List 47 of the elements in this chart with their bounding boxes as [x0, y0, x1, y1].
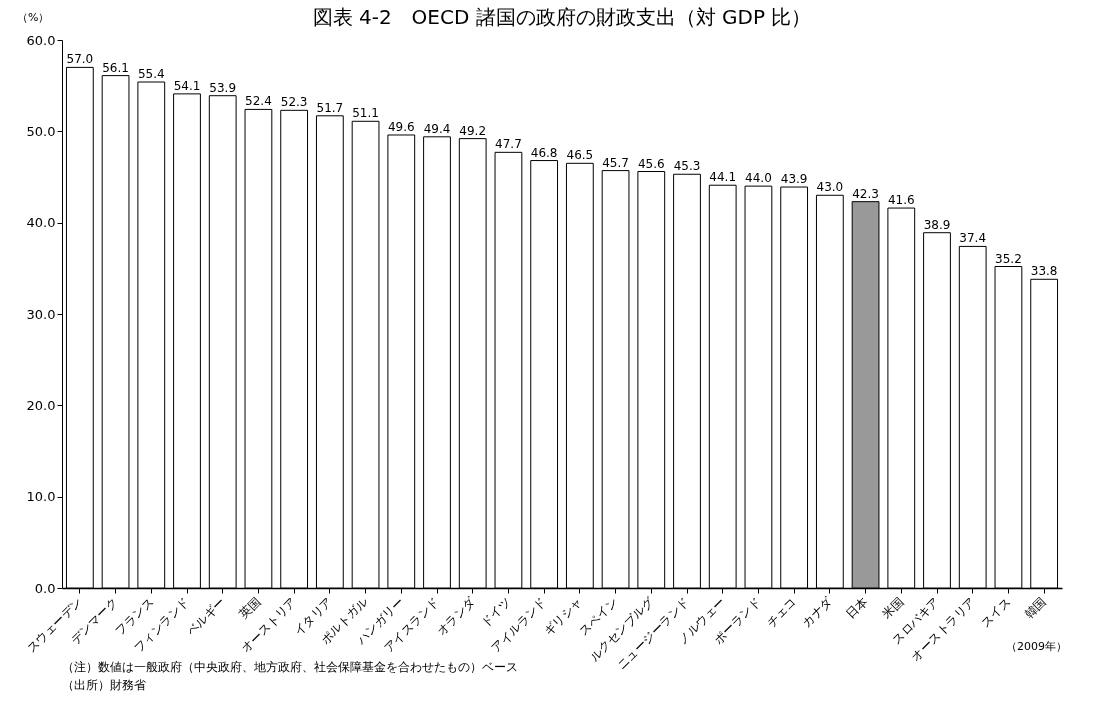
data-label: 55.4	[137, 67, 165, 82]
text: （2009年）	[1006, 640, 1067, 653]
x-tick-label: チェコ	[763, 594, 800, 630]
data-label: 52.4	[245, 94, 272, 109]
x-tick-label: スイス	[978, 594, 1014, 630]
data-label: 56.1	[102, 60, 129, 75]
chart-title: 図表 4-2 OECD 諸国の政府の財政支出（対 GDP 比）	[312, 5, 812, 29]
data-label: 45.7	[602, 155, 629, 170]
data-label: 44.0	[745, 171, 772, 186]
data-label: 35.2	[995, 251, 1022, 266]
data-label: 46.8	[530, 145, 558, 160]
data-label: 54.1	[173, 78, 201, 93]
data-label: 33.8	[1030, 264, 1058, 279]
data-label: 43.9	[780, 172, 808, 187]
data-label: 51.1	[352, 106, 379, 121]
data-label: 57.0	[66, 52, 94, 67]
data-label: 46.5	[566, 148, 594, 163]
x-tick-label: 日本	[843, 594, 871, 622]
y-tick-label: 10.0	[26, 489, 56, 505]
y-axis-title: （%）	[17, 11, 50, 24]
y-tick-label: 0.0	[34, 580, 56, 596]
data-label: 49.2	[459, 123, 487, 138]
data-label: 49.6	[387, 119, 415, 134]
data-label: 49.4	[423, 121, 451, 136]
y-tick-label: 40.0	[26, 215, 56, 231]
text: （出所）財務省	[62, 678, 146, 692]
x-tick-label: 韓国	[1022, 594, 1050, 622]
x-tick-label: カナダ	[799, 593, 836, 630]
x-tick-label: 米国	[879, 594, 907, 622]
data-label: 43.0	[816, 180, 844, 195]
data-label: 37.4	[959, 231, 987, 246]
data-label: 52.3	[280, 95, 308, 110]
y-tick-label: 20.0	[26, 397, 56, 413]
data-label: 44.1	[709, 170, 737, 185]
y-tick-label: 30.0	[26, 306, 56, 322]
data-label: 45.3	[673, 159, 701, 174]
x-tick-label: 英国	[236, 594, 264, 622]
text: （注）数値は一般政府（中央政府、地方政府、社会保障基金を合わせたもの）ベース	[62, 660, 518, 674]
data-label: 47.7	[495, 137, 522, 152]
data-label: 45.6	[637, 156, 665, 171]
y-tick-label: 50.0	[26, 123, 56, 139]
data-label: 51.7	[316, 100, 344, 115]
data-label: 41.6	[887, 193, 915, 208]
data-label: 38.9	[923, 217, 951, 232]
data-label: 42.3	[852, 186, 879, 201]
data-label: 53.9	[209, 80, 237, 95]
y-tick-label: 60.0	[26, 32, 56, 48]
